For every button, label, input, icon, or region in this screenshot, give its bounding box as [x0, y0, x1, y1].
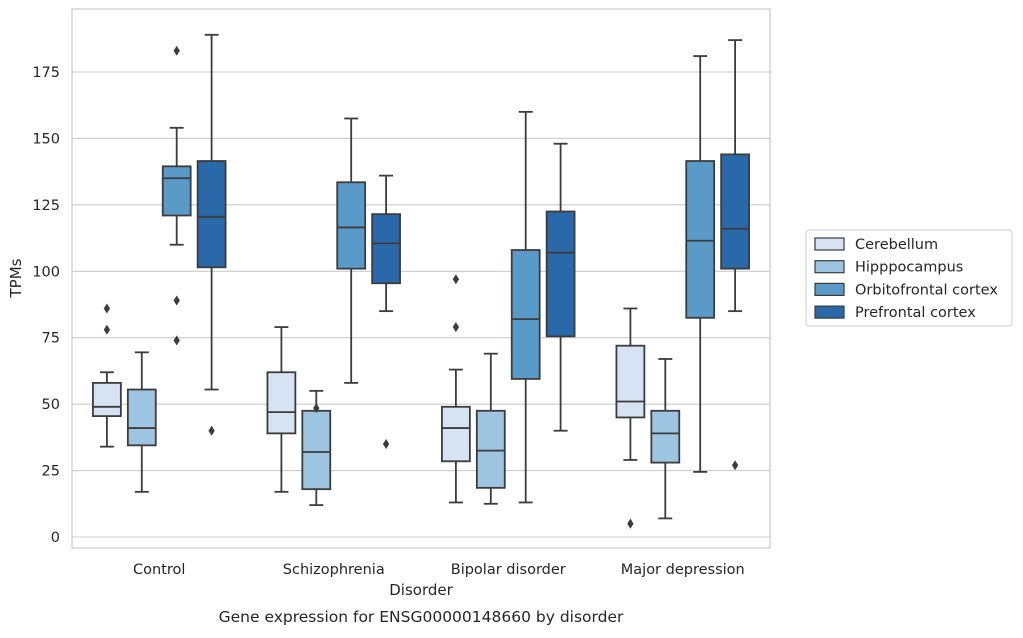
box-iqr — [161, 165, 192, 217]
x-tick-label: Control — [133, 562, 185, 578]
box-hipppocampus-3 — [650, 358, 681, 520]
legend-label: Hipppocampus — [855, 260, 963, 276]
y-tick-label: 125 — [32, 198, 60, 214]
box-iqr — [266, 371, 297, 435]
y-gridlines — [72, 71, 770, 538]
box-iqr — [92, 381, 122, 417]
y-tick-label: 25 — [42, 464, 60, 480]
box-prefrontal-cortex-3 — [720, 39, 750, 471]
box-iqr — [441, 405, 471, 463]
box-prefrontal-cortex-1 — [371, 174, 401, 450]
box-iqr — [510, 249, 541, 380]
box-iqr — [371, 213, 401, 285]
box-iqr — [475, 409, 506, 489]
box-orbitofrontal-cortex-1 — [336, 117, 367, 384]
legend-label: Cerebellum — [855, 237, 938, 253]
box-iqr — [336, 181, 367, 270]
legend-items: Cerebellum Hipppocampus Orbitofrontal cort… — [814, 237, 998, 321]
x-tick-label: Schizophrenia — [283, 562, 385, 578]
box-cerebellum-0 — [92, 303, 122, 448]
legend-swatch — [814, 305, 845, 319]
box-orbitofrontal-cortex-2 — [510, 110, 541, 504]
box-iqr — [301, 409, 332, 491]
y-tick-labels: 0 25 50 75 100 125 150 175 — [32, 65, 60, 546]
box-iqr — [615, 344, 646, 419]
legend-swatch — [814, 282, 845, 296]
box-orbitofrontal-cortex-3 — [685, 55, 716, 473]
outlier-point — [173, 295, 180, 306]
box-cerebellum-3 — [615, 307, 646, 529]
box-iqr — [126, 388, 157, 447]
boxes-layer — [92, 33, 750, 529]
box-prefrontal-cortex-0 — [196, 33, 227, 436]
x-tick-label: Major depression — [621, 562, 745, 578]
box-hipppocampus-1 — [301, 389, 332, 507]
legend: Cerebellum Hipppocampus Orbitofrontal cort… — [805, 229, 1013, 327]
outlier-point — [627, 518, 634, 529]
y-tick-label: 175 — [32, 65, 60, 81]
legend-swatch — [814, 237, 845, 251]
x-axis-label: Disorder — [389, 581, 453, 599]
box-prefrontal-cortex-2 — [545, 142, 576, 432]
outlier-point — [173, 335, 180, 346]
outlier-point — [731, 460, 739, 471]
legend-label: Orbitofrontal cortex — [855, 282, 998, 298]
box-iqr — [650, 409, 681, 464]
figure-caption: Gene expression for ENSG00000148660 by d… — [219, 608, 624, 626]
box-iqr — [545, 210, 576, 338]
outlier-point — [173, 45, 180, 56]
outlier-point — [313, 403, 320, 414]
box-orbitofrontal-cortex-0 — [161, 45, 192, 346]
y-tick-label: 75 — [42, 331, 60, 347]
y-axis-label: TPMs — [7, 258, 25, 298]
x-tick-labels: Control Schizophrenia Bipolar disorder Majo… — [133, 562, 745, 578]
box-iqr — [685, 160, 716, 319]
y-tick-label: 100 — [32, 264, 60, 280]
outlier-point — [452, 274, 460, 285]
legend-swatch — [814, 260, 845, 274]
box-iqr — [196, 160, 227, 269]
outlier-point — [208, 425, 215, 436]
outlier-point — [452, 322, 460, 333]
y-tick-label: 50 — [42, 397, 60, 413]
y-tick-label: 0 — [51, 530, 60, 546]
box-cerebellum-1 — [266, 326, 297, 493]
y-tick-label: 150 — [32, 131, 60, 147]
outlier-point — [103, 303, 111, 314]
box-hipppocampus-2 — [475, 352, 506, 505]
legend-label: Prefrontal cortex — [855, 305, 976, 321]
box-cerebellum-2 — [441, 274, 471, 504]
outlier-point — [382, 438, 390, 450]
outlier-point — [103, 324, 111, 335]
legend-frame — [805, 229, 1013, 327]
box-iqr — [720, 153, 750, 270]
box-hipppocampus-0 — [126, 351, 157, 493]
x-tick-label: Bipolar disorder — [451, 562, 566, 578]
